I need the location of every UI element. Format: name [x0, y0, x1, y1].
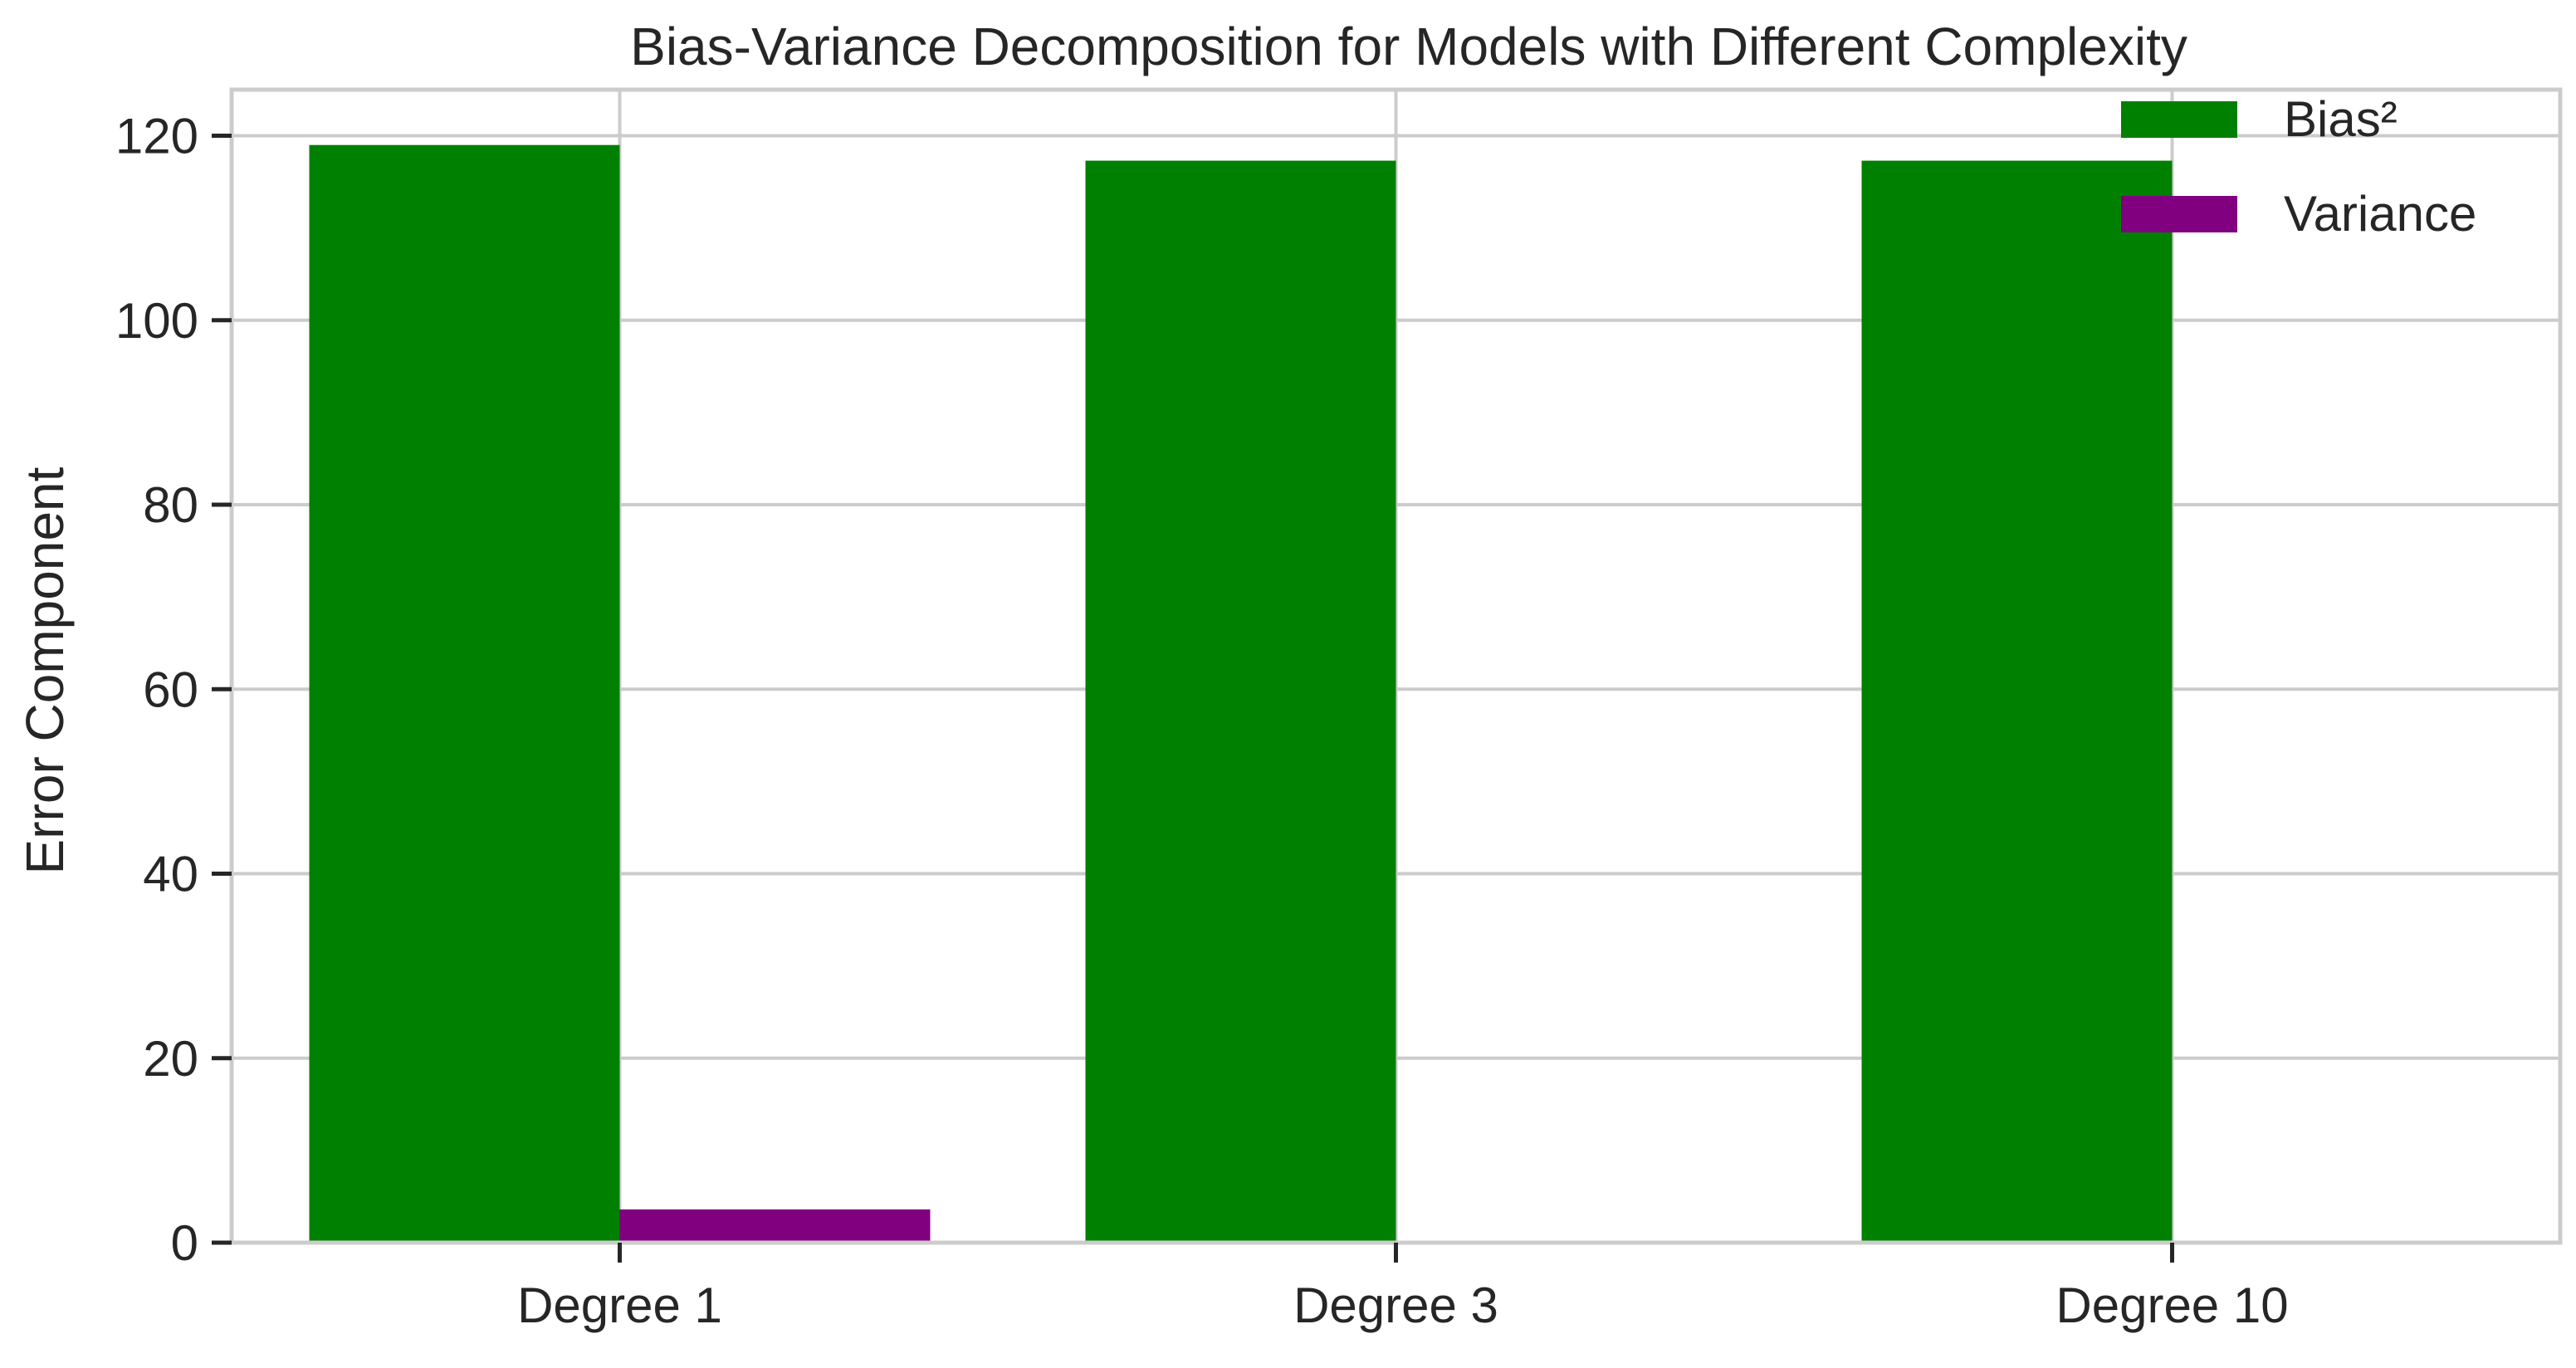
x-tick-label: Degree 1: [517, 1278, 722, 1333]
y-tick-label: 120: [115, 109, 198, 164]
y-tick-label: 40: [143, 847, 198, 902]
bars-layer: [309, 144, 2173, 1243]
chart-title: Bias-Variance Decomposition for Models w…: [630, 17, 2187, 76]
bar-variance-0: [619, 1209, 931, 1243]
bar-bias-2: [1861, 160, 2173, 1243]
legend-label-variance: Variance: [2284, 186, 2476, 242]
y-tick-label: 100: [115, 293, 198, 349]
bar-bias-1: [1085, 160, 1396, 1243]
legend: Bias² Variance: [2121, 91, 2476, 242]
y-tick-label: 0: [171, 1215, 198, 1271]
axes-layer: 0 20 40 60 80 100 120 Degree 1 Degree 3 Degree 10: [115, 87, 2563, 1333]
y-tick-label: 80: [143, 477, 198, 533]
y-tick-label: 60: [143, 662, 198, 717]
y-tick-label: 20: [143, 1031, 198, 1087]
y-axis-label: Error Component: [15, 467, 75, 874]
legend-label-bias: Bias²: [2284, 91, 2398, 147]
x-tick-label: Degree 10: [2055, 1278, 2288, 1333]
bar-bias-0: [309, 144, 620, 1243]
legend-swatch-variance: [2121, 196, 2237, 232]
x-tick-label: Degree 3: [1293, 1278, 1498, 1333]
legend-swatch-bias: [2121, 101, 2237, 138]
